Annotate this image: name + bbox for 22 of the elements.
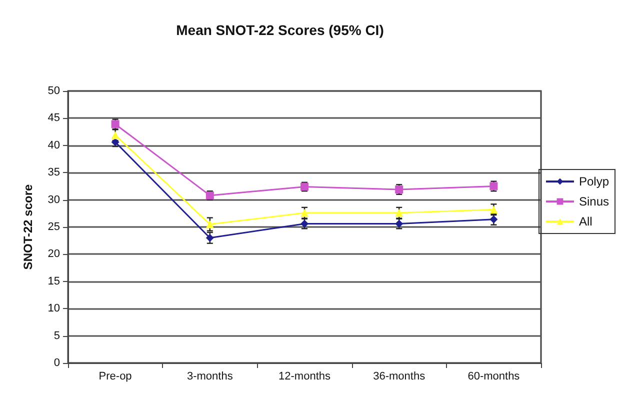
y-tick-label: 10 xyxy=(48,302,60,315)
legend-label: All xyxy=(578,214,592,228)
y-tick-label: 45 xyxy=(48,112,60,124)
y-tick-label: 30 xyxy=(48,194,60,206)
y-tick-label: 0 xyxy=(54,357,60,369)
x-tick-label: 60-months xyxy=(468,370,520,382)
chart-title: Mean SNOT-22 Scores (95% CI) xyxy=(176,22,384,38)
y-tick-label: 25 xyxy=(48,221,60,233)
y-tick-label: 50 xyxy=(48,85,60,97)
y-tick-label: 40 xyxy=(48,139,60,152)
x-tick-label: 36-months xyxy=(373,370,426,382)
x-tick-label: 12-months xyxy=(278,370,331,382)
legend-label: Polyp xyxy=(578,174,610,188)
y-axis-title: SNOT-22 score xyxy=(21,184,35,270)
y-tick-label: 15 xyxy=(48,275,60,288)
legend-label: Sinus xyxy=(578,194,610,208)
y-tick-label: 5 xyxy=(54,330,60,342)
y-tick-label: 20 xyxy=(48,248,60,260)
y-tick-label: 35 xyxy=(48,166,60,179)
x-tick-label: 3-months xyxy=(186,370,234,382)
x-tick-label: Pre-op xyxy=(98,370,132,382)
point xyxy=(206,220,214,228)
